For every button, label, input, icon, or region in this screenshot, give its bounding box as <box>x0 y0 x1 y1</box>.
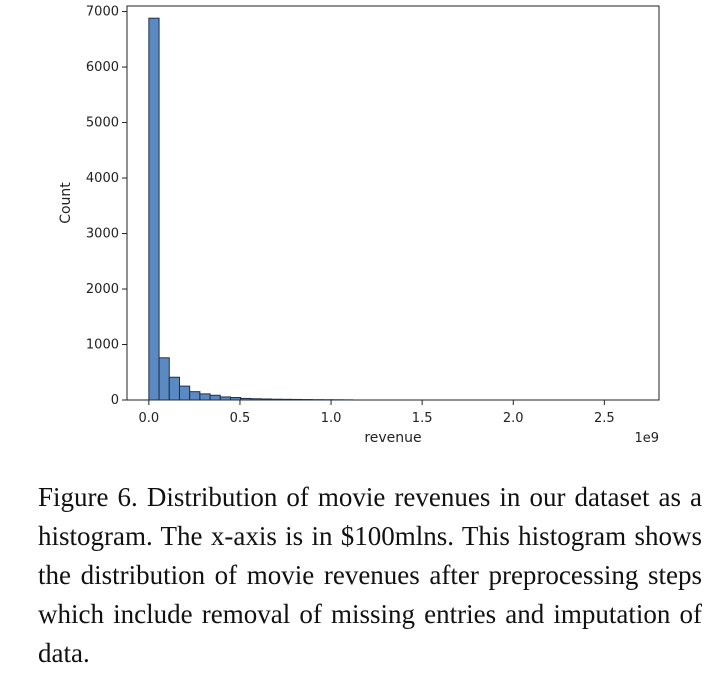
x-tick-label: 1.5 <box>412 411 433 426</box>
histogram-bar <box>189 391 201 401</box>
y-axis-label: Count <box>58 182 74 224</box>
y-tick-label: 2000 <box>86 282 119 297</box>
histogram-bar <box>199 393 211 401</box>
histogram-bar <box>209 394 221 401</box>
x-tick-label: 1.0 <box>321 411 342 426</box>
y-ticks: 0 1000 2000 3000 4000 5000 6000 7000 <box>86 5 127 408</box>
x-tick-label: 2.0 <box>503 411 524 426</box>
histogram-bar <box>168 376 180 401</box>
histogram-bar <box>280 398 293 401</box>
x-ticks: 0.0 0.5 1.0 1.5 2.0 2.5 <box>139 400 615 426</box>
histogram-bar <box>148 17 160 401</box>
x-axis-label: revenue <box>364 430 421 446</box>
histogram-bar <box>291 398 303 401</box>
histogram-bar <box>158 357 170 401</box>
y-tick-label: 5000 <box>86 116 119 131</box>
histogram-chart: 0.0 0.5 1.0 1.5 2.0 2.5 0 1000 2000 3000 4000 5000… <box>58 5 660 446</box>
x-tick-label: 0.5 <box>230 411 251 426</box>
histogram-bar <box>178 385 191 401</box>
plot-frame <box>126 5 660 401</box>
histogram-bar <box>260 398 272 401</box>
histogram-bar <box>270 398 282 401</box>
x-tick-label: 0.0 <box>139 411 160 426</box>
histogram-bar <box>240 397 252 401</box>
histogram-bar <box>250 398 262 401</box>
histogram-bar <box>219 396 231 401</box>
y-tick-label: 0 <box>111 393 119 408</box>
x-tick-label: 2.5 <box>594 411 615 426</box>
bars <box>148 17 354 401</box>
y-tick-label: 3000 <box>86 227 119 242</box>
figure-caption: Figure 6. Distribution of movie revenues… <box>38 482 702 668</box>
histogram-bar <box>229 397 242 401</box>
x-axis-offset-label: 1e9 <box>634 431 659 446</box>
y-tick-label: 6000 <box>86 60 119 75</box>
y-tick-label: 7000 <box>86 5 119 20</box>
y-tick-label: 4000 <box>86 171 119 186</box>
y-tick-label: 1000 <box>86 338 119 353</box>
